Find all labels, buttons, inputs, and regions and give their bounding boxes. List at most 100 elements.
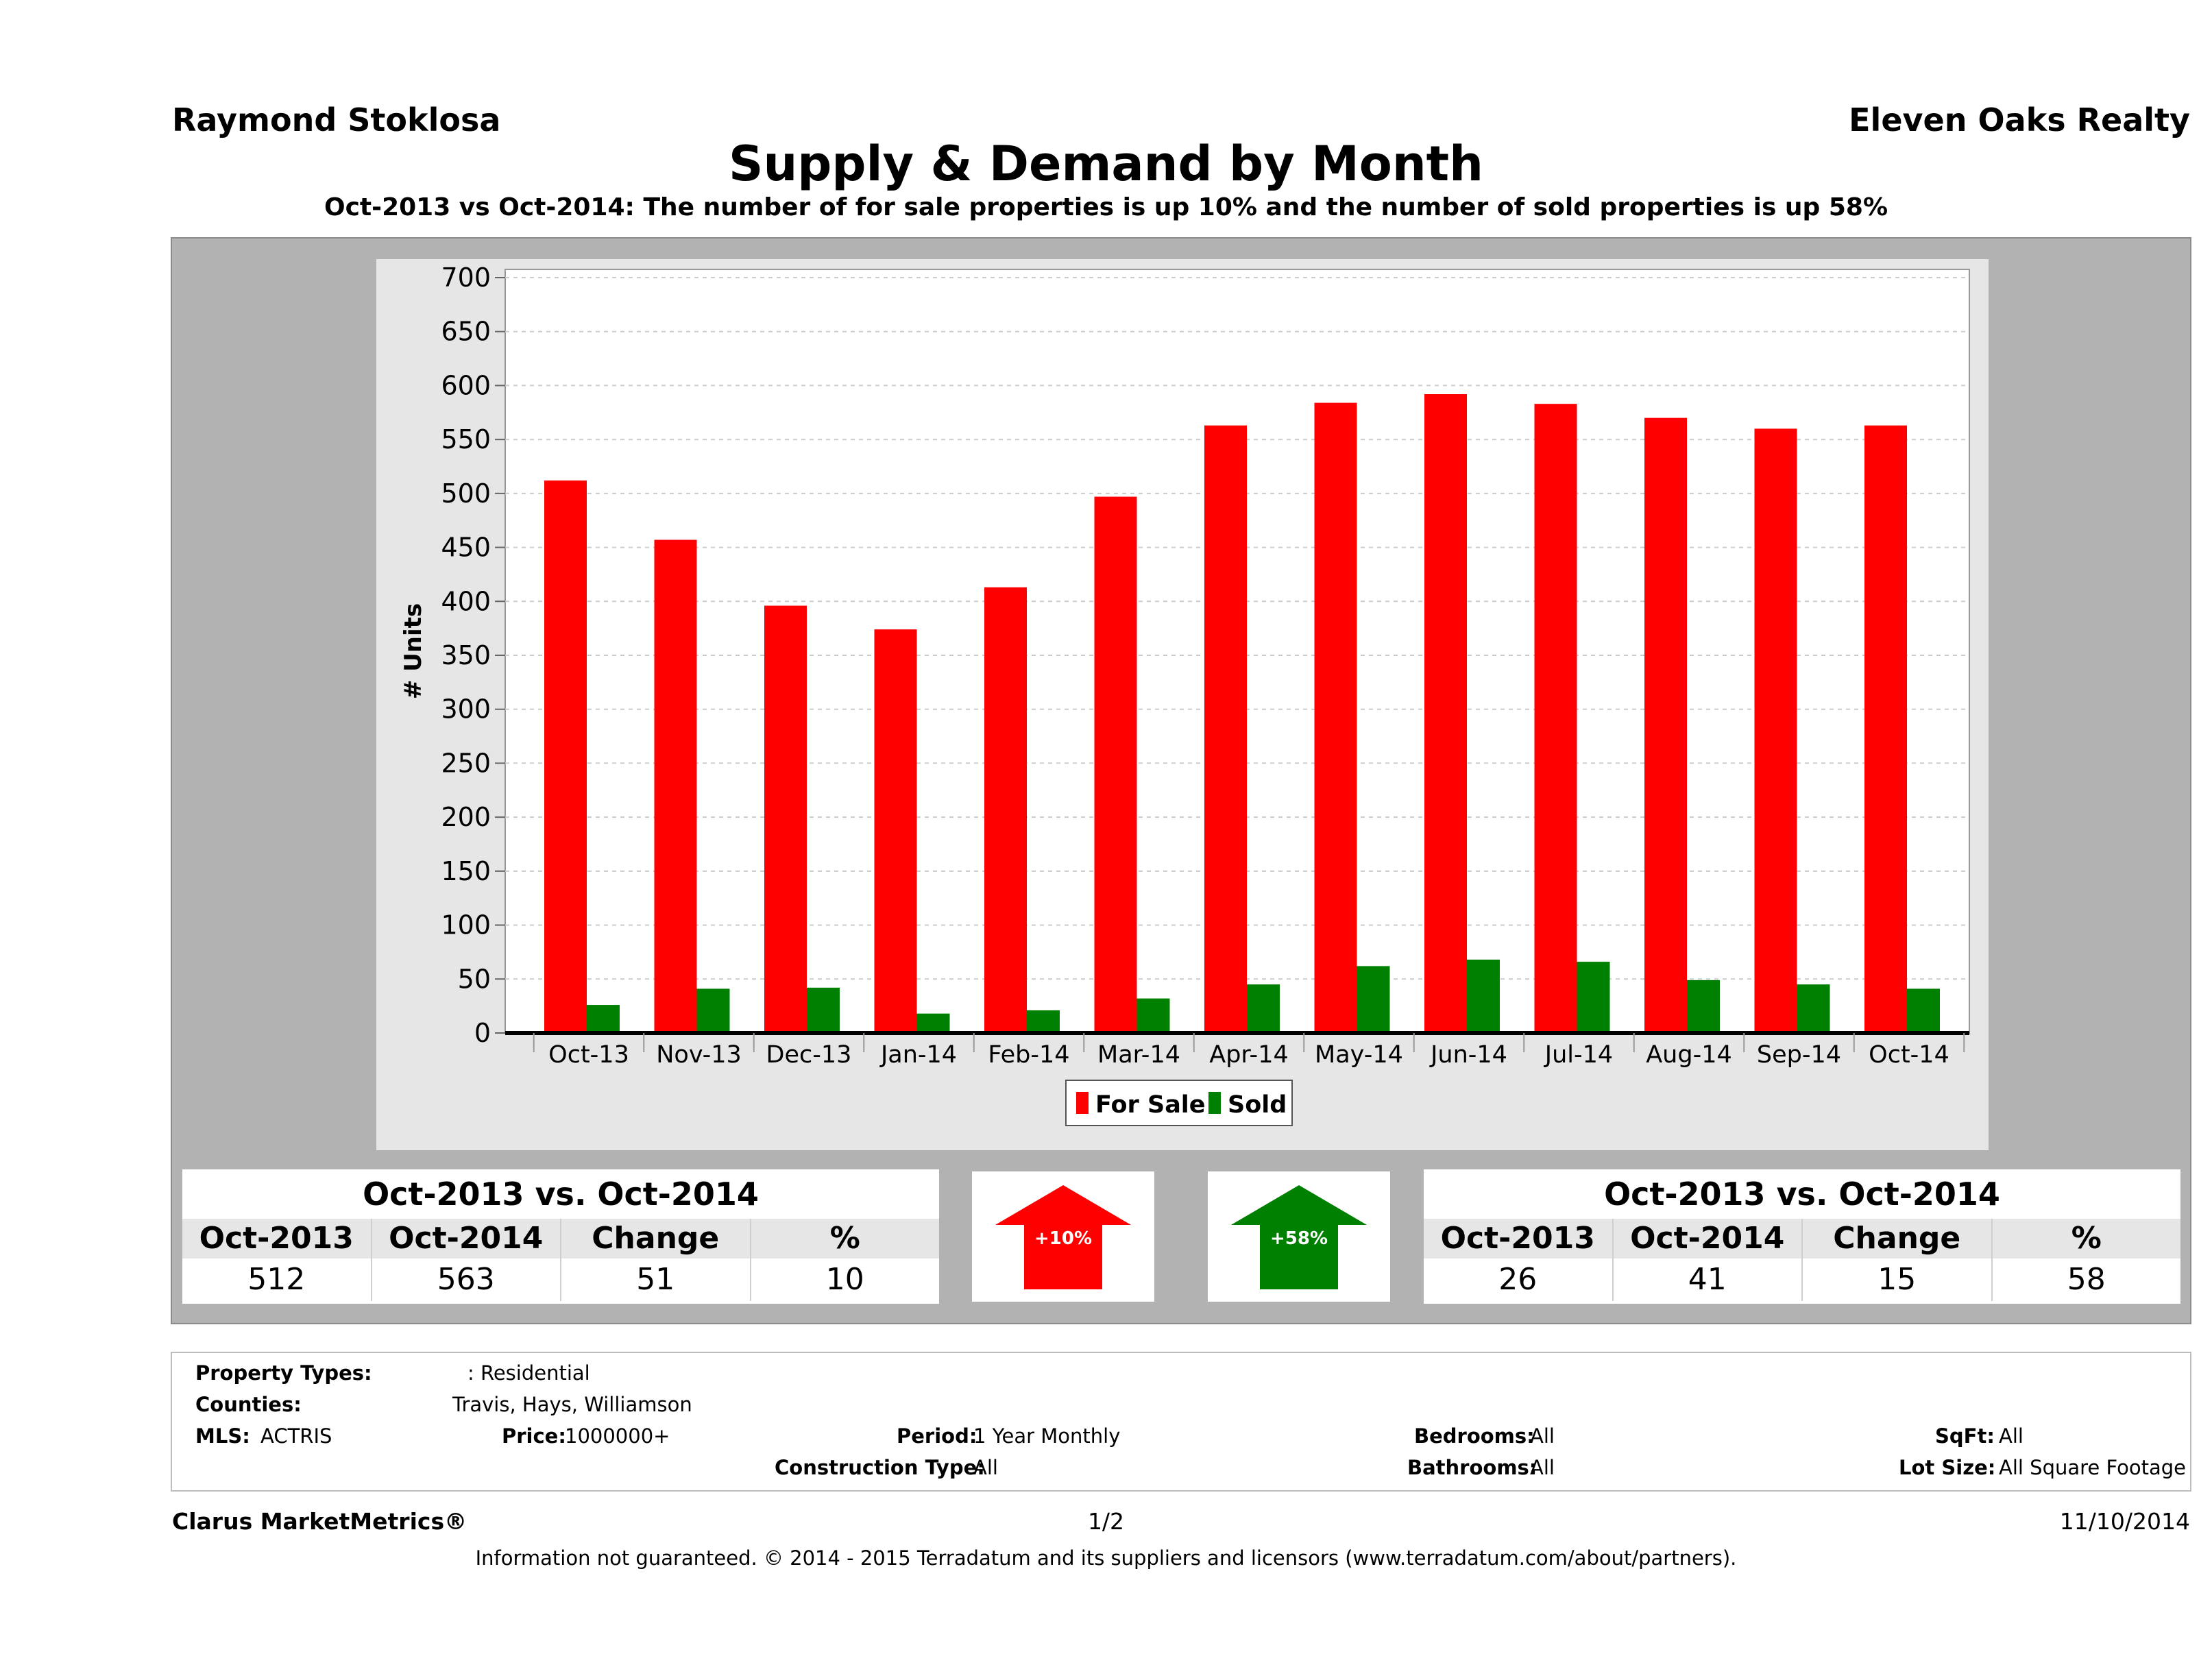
bar-for-sale xyxy=(544,480,587,1033)
y-tick-label: 700 xyxy=(441,263,491,293)
lot-size-label: Lot Size: xyxy=(1899,1456,1996,1479)
x-tick-label: Apr-14 xyxy=(1209,1041,1288,1069)
product-name: Clarus MarketMetrics® xyxy=(172,1508,467,1535)
up-arrow-icon xyxy=(1231,1185,1367,1289)
bar-sold xyxy=(1907,988,1940,1033)
y-tick-label: 500 xyxy=(441,478,491,509)
property-types-label: Property Types: xyxy=(195,1361,372,1385)
for-sale-value-oct2014: 563 xyxy=(370,1258,561,1301)
bar-for-sale xyxy=(1424,394,1467,1033)
y-tick-label: 350 xyxy=(441,640,491,670)
for-sale-summary-heading: Oct-2013 vs. Oct-2014 xyxy=(363,1176,759,1213)
lot-size-value: All Square Footage xyxy=(1999,1456,2187,1479)
page-title: Supply & Demand by Month xyxy=(729,136,1483,192)
legend-swatch-for-sale xyxy=(1076,1092,1089,1114)
bar-sold xyxy=(1137,998,1170,1033)
bar-sold xyxy=(1687,980,1720,1033)
period-label: Period: xyxy=(897,1424,977,1448)
sold-value-oct2014: 41 xyxy=(1612,1258,1802,1301)
bar-sold xyxy=(1467,959,1500,1033)
bar-sold xyxy=(1027,1010,1060,1033)
bar-sold xyxy=(1577,962,1610,1033)
y-tick-label: 250 xyxy=(441,748,491,778)
legend-swatch-sold xyxy=(1208,1092,1221,1114)
bar-for-sale xyxy=(1314,402,1357,1033)
for-sale-label-change: Change xyxy=(560,1219,750,1258)
search-criteria-box xyxy=(171,1352,2191,1492)
report-date: 11/10/2014 xyxy=(2059,1508,2190,1535)
x-tick-label: Mar-14 xyxy=(1097,1041,1180,1069)
for-sale-value-percent: 10 xyxy=(749,1258,940,1301)
page-number: 1/2 xyxy=(1087,1508,1125,1535)
sold-value-change: 15 xyxy=(1801,1258,1991,1301)
disclaimer: Information not guaranteed. © 2014 - 201… xyxy=(475,1546,1737,1570)
y-tick-label: 50 xyxy=(458,964,491,994)
sold-label-change: Change xyxy=(1801,1219,1991,1258)
y-axis-label: # Units xyxy=(400,603,427,699)
for-sale-summary-table: Oct-2013 vs. Oct-2014 Oct-2013 Oct-2014 … xyxy=(182,1169,939,1304)
x-tick-label: Sep-14 xyxy=(1757,1041,1841,1069)
sold-summary-values: 26 41 15 58 xyxy=(1424,1258,2180,1301)
legend-label-sold: Sold xyxy=(1228,1091,1287,1119)
y-tick-label: 650 xyxy=(441,317,491,347)
bar-sold xyxy=(1797,984,1830,1033)
brokerage-name: Eleven Oaks Realty xyxy=(1849,101,2190,138)
x-tick-label: Dec-13 xyxy=(766,1041,852,1069)
chart-legend: For Sale Sold xyxy=(1065,1080,1293,1126)
property-types-value: : Residential xyxy=(467,1361,590,1385)
x-tick-label: Nov-13 xyxy=(656,1041,742,1069)
sqft-label: SqFt: xyxy=(1935,1424,1995,1448)
for-sale-label-oct2013: Oct-2013 xyxy=(199,1221,354,1256)
y-tick-label: 450 xyxy=(441,533,491,563)
up-arrow-icon xyxy=(995,1185,1131,1289)
y-tick-label: 300 xyxy=(441,694,491,725)
x-tick-label: May-14 xyxy=(1315,1041,1403,1069)
y-tick-label: 400 xyxy=(441,586,491,616)
supply-demand-chart: 0 50 100 150 200 250 300 350 400 450 500 550 600 650 7… xyxy=(400,263,1970,1126)
page-subtitle: Oct-2013 vs Oct-2014: The number of for … xyxy=(324,193,1888,221)
bar-for-sale xyxy=(1864,425,1907,1033)
bar-for-sale xyxy=(1094,496,1137,1033)
x-tick-label: Jun-14 xyxy=(1429,1041,1507,1069)
for-sale-label-percent: % xyxy=(749,1219,940,1258)
for-sale-value-oct2013: 512 xyxy=(247,1262,306,1297)
bar-sold xyxy=(1357,966,1390,1033)
for-sale-arrow-label: +10% xyxy=(1034,1228,1092,1249)
sqft-value: All xyxy=(1999,1424,2023,1448)
counties-label: Counties: xyxy=(195,1393,302,1416)
y-tick-label: 200 xyxy=(441,802,491,832)
sold-summary-table: Oct-2013 vs. Oct-2014 Oct-2013 Oct-2014 … xyxy=(1424,1169,2180,1304)
bar-for-sale xyxy=(1754,428,1797,1033)
sold-label-oct2013: Oct-2013 xyxy=(1440,1221,1595,1256)
legend-label-for-sale: For Sale xyxy=(1095,1091,1206,1119)
sold-value-percent: 58 xyxy=(1991,1258,2181,1301)
bedrooms-label: Bedrooms: xyxy=(1414,1424,1535,1448)
bar-for-sale xyxy=(1204,425,1247,1033)
bedrooms-value: All xyxy=(1530,1424,1555,1448)
for-sale-summary-labels: Oct-2013 Oct-2014 Change % xyxy=(182,1219,939,1258)
x-tick-label: Jul-14 xyxy=(1544,1041,1613,1069)
y-tick-label: 100 xyxy=(441,910,491,940)
bar-sold xyxy=(916,1013,950,1033)
bar-for-sale xyxy=(1534,404,1577,1033)
mls-value: ACTRIS xyxy=(260,1424,332,1448)
price-value: 1000000+ xyxy=(565,1424,670,1448)
sold-summary-heading: Oct-2013 vs. Oct-2014 xyxy=(1604,1176,2000,1213)
y-tick-label: 150 xyxy=(441,856,491,886)
for-sale-change-box: +10% xyxy=(972,1171,1154,1302)
construction-type-value: All xyxy=(973,1456,998,1479)
bar-sold xyxy=(696,988,730,1033)
x-tick-label: Aug-14 xyxy=(1646,1041,1732,1069)
bar-for-sale xyxy=(874,629,917,1033)
period-value: 1 Year Monthly xyxy=(973,1424,1121,1448)
y-tick-label: 600 xyxy=(441,370,491,400)
x-tick-label: Feb-14 xyxy=(988,1041,1069,1069)
bar-sold xyxy=(1247,984,1280,1033)
bar-for-sale xyxy=(1644,417,1687,1033)
sold-summary-labels: Oct-2013 Oct-2014 Change % xyxy=(1424,1219,2180,1258)
y-tick-label: 0 xyxy=(474,1018,491,1048)
for-sale-label-oct2014: Oct-2014 xyxy=(370,1219,561,1258)
sold-label-percent: % xyxy=(1991,1219,2181,1258)
bar-for-sale xyxy=(764,605,807,1033)
counties-value: Travis, Hays, Williamson xyxy=(452,1393,692,1416)
